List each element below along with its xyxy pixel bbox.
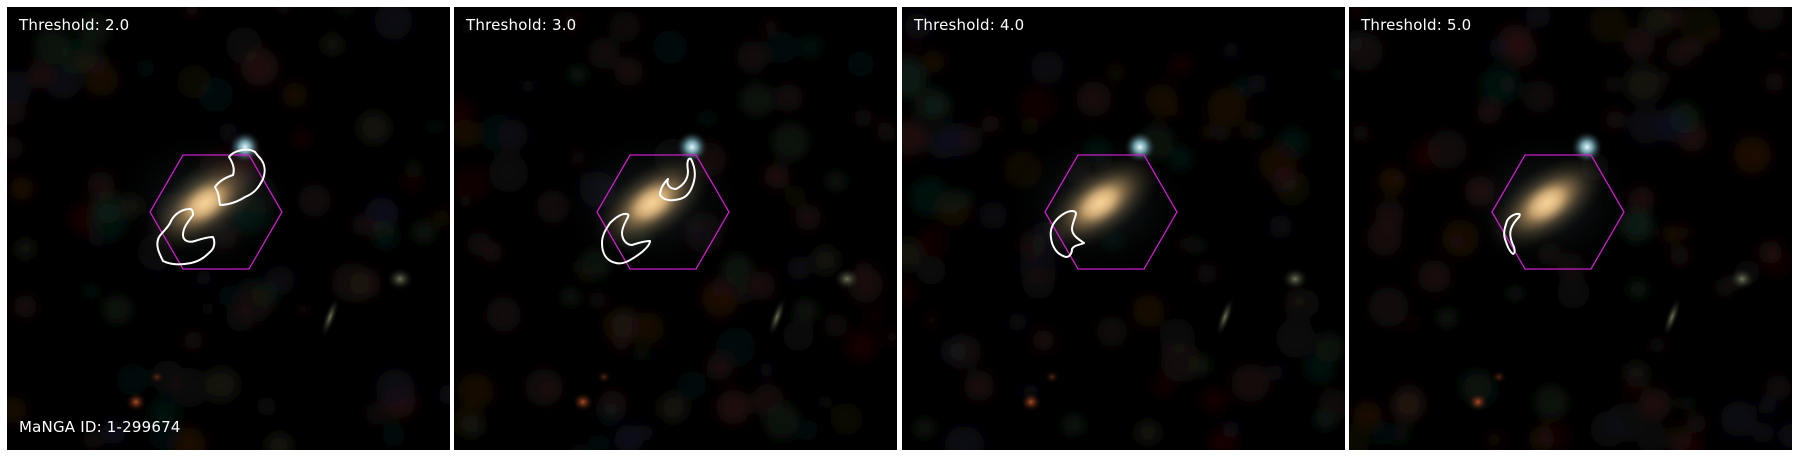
foreground-star bbox=[229, 131, 261, 163]
panel-threshold-3: Threshold: 3.0 bbox=[454, 7, 897, 450]
red-source bbox=[596, 370, 612, 384]
red-source bbox=[1491, 370, 1507, 384]
ifu-hexagon bbox=[1491, 154, 1625, 270]
panel-threshold-5: Threshold: 5.0 bbox=[1349, 7, 1792, 450]
threshold-label: Threshold: 3.0 bbox=[466, 16, 577, 34]
foreground-star bbox=[1571, 131, 1603, 163]
sky-image bbox=[454, 7, 897, 450]
sky-image bbox=[902, 7, 1345, 450]
faint-source bbox=[1728, 267, 1756, 291]
threshold-label: Threshold: 5.0 bbox=[1361, 16, 1472, 34]
faint-source bbox=[767, 296, 787, 338]
galaxy-core bbox=[190, 191, 220, 215]
red-source bbox=[572, 392, 594, 412]
foreground-star bbox=[676, 131, 708, 163]
ifu-hexagon bbox=[1044, 154, 1178, 270]
contour-outline bbox=[214, 148, 266, 206]
faint-source bbox=[833, 267, 861, 291]
foreground-star bbox=[1124, 131, 1156, 163]
galaxy-id-label: MaNGA ID: 1-299674 bbox=[19, 418, 181, 436]
panel-threshold-4: Threshold: 4.0 bbox=[902, 7, 1345, 450]
faint-source bbox=[386, 267, 414, 291]
galaxy-core bbox=[1532, 191, 1562, 215]
red-source bbox=[1020, 392, 1042, 412]
faint-source bbox=[1281, 267, 1309, 291]
contour-outline bbox=[1049, 210, 1085, 258]
red-source bbox=[1044, 370, 1060, 384]
galaxy-core bbox=[1085, 191, 1115, 215]
contour-outline bbox=[659, 157, 696, 202]
galaxy-core bbox=[637, 191, 667, 215]
threshold-label: Threshold: 2.0 bbox=[19, 16, 130, 34]
ifu-hexagon bbox=[596, 154, 730, 270]
red-source bbox=[149, 370, 165, 384]
sky-image bbox=[7, 7, 450, 450]
faint-source bbox=[320, 296, 340, 338]
faint-source bbox=[1215, 296, 1235, 338]
red-source bbox=[1467, 392, 1489, 412]
contour-outline bbox=[156, 208, 216, 266]
contour-outline bbox=[1503, 212, 1521, 255]
contour-outline bbox=[601, 212, 651, 265]
sky-image bbox=[1349, 7, 1792, 450]
faint-source bbox=[1662, 296, 1682, 338]
ifu-hexagon bbox=[149, 154, 283, 270]
threshold-label: Threshold: 4.0 bbox=[914, 16, 1025, 34]
red-source bbox=[125, 392, 147, 412]
panel-threshold-2: Threshold: 2.0 MaNGA ID: 1-299674 bbox=[7, 7, 450, 450]
